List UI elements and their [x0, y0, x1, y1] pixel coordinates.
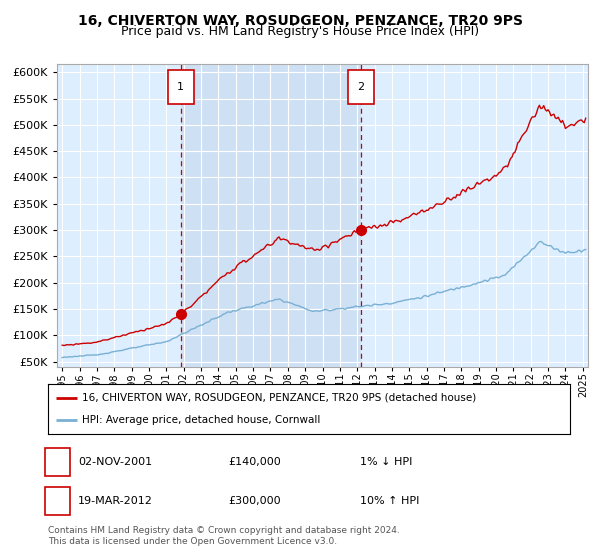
Text: 1: 1: [54, 457, 61, 467]
Bar: [181, 64, 361, 367]
Text: 02-NOV-2001: 02-NOV-2001: [78, 457, 152, 467]
Text: 2: 2: [357, 82, 364, 92]
Text: 1: 1: [177, 82, 184, 92]
Text: 2: 2: [54, 496, 61, 506]
Text: 16, CHIVERTON WAY, ROSUDGEON, PENZANCE, TR20 9PS: 16, CHIVERTON WAY, ROSUDGEON, PENZANCE, …: [77, 14, 523, 28]
Text: £140,000: £140,000: [228, 457, 281, 467]
Text: 10% ↑ HPI: 10% ↑ HPI: [360, 496, 419, 506]
Text: Price paid vs. HM Land Registry's House Price Index (HPI): Price paid vs. HM Land Registry's House …: [121, 25, 479, 38]
Text: 1% ↓ HPI: 1% ↓ HPI: [360, 457, 412, 467]
Text: HPI: Average price, detached house, Cornwall: HPI: Average price, detached house, Corn…: [82, 415, 320, 425]
Text: £300,000: £300,000: [228, 496, 281, 506]
Text: 19-MAR-2012: 19-MAR-2012: [78, 496, 153, 506]
Text: Contains HM Land Registry data © Crown copyright and database right 2024.
This d: Contains HM Land Registry data © Crown c…: [48, 526, 400, 546]
FancyBboxPatch shape: [167, 71, 194, 104]
FancyBboxPatch shape: [347, 71, 374, 104]
Text: 16, CHIVERTON WAY, ROSUDGEON, PENZANCE, TR20 9PS (detached house): 16, CHIVERTON WAY, ROSUDGEON, PENZANCE, …: [82, 393, 476, 403]
